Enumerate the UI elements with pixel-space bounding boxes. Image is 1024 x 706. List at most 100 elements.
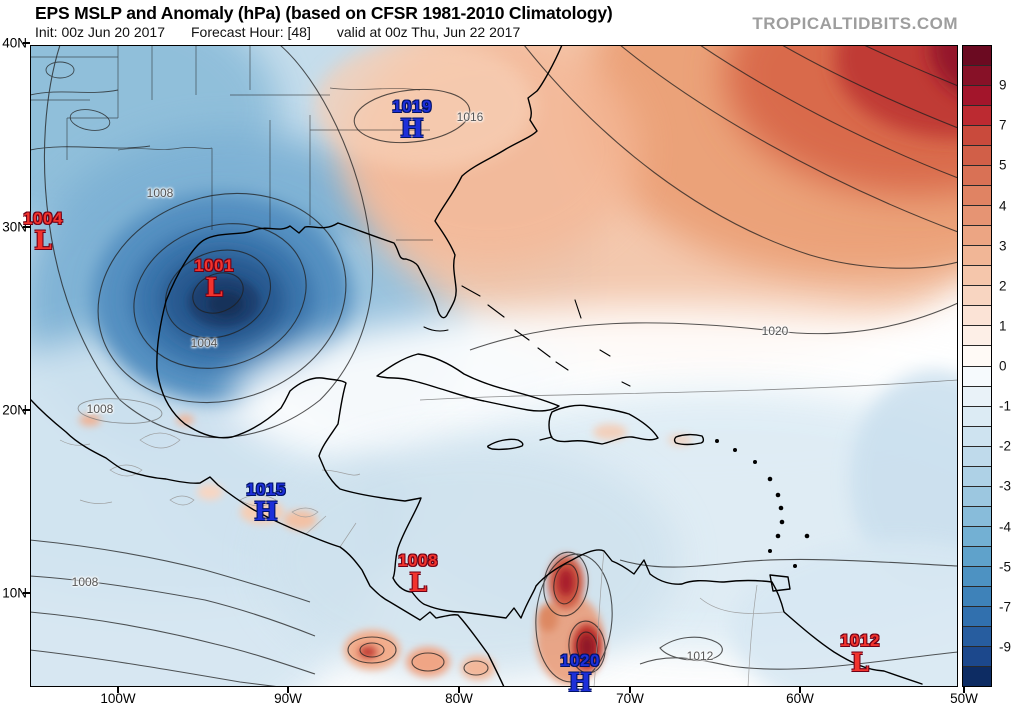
lat-tick-label: 20N	[2, 402, 27, 418]
colorbar-tick-label: -9	[999, 639, 1012, 655]
lon-tick-mark	[799, 687, 801, 693]
colorbar-cell	[963, 185, 991, 206]
pressure-value: 1001	[194, 256, 234, 275]
pressure-center-high: 1020 H	[560, 652, 600, 695]
colorbar-cell	[963, 665, 991, 686]
pressure-value: 1019	[392, 97, 432, 116]
lon-tick-label: 100W	[100, 691, 136, 706]
colorbar-tick-label: 7	[999, 117, 1007, 133]
forecast-hour: Forecast Hour: [48]	[191, 24, 311, 40]
colorbar-tick-label: 3	[999, 238, 1007, 254]
contour-label: 1020	[761, 324, 789, 338]
colorbar-cell	[963, 105, 991, 126]
contour-label: 1008	[146, 186, 174, 200]
colorbar-tick-label: -3	[999, 478, 1012, 494]
pressure-letter: L	[34, 226, 52, 255]
colorbar-tick-label: 5	[999, 157, 1007, 173]
colorbar-cell	[963, 585, 991, 606]
pressure-letter: H	[400, 114, 424, 143]
lon-tick-label: 70W	[616, 691, 644, 706]
pressure-center-low: 1004 L	[23, 210, 63, 253]
init-time: Init: 00z Jun 20 2017	[35, 24, 165, 40]
lon-tick-mark	[117, 687, 119, 693]
lon-tick-label: 80W	[445, 691, 473, 706]
lon-tick-label: 90W	[274, 691, 302, 706]
colorbar-cell	[963, 565, 991, 586]
island-dots	[715, 439, 810, 568]
colorbar-cell	[963, 325, 991, 346]
pressure-letter: H	[568, 668, 592, 697]
pressure-value: 1015	[246, 480, 286, 499]
colorbar-cell	[963, 145, 991, 166]
lat-tick-label: 10N	[2, 585, 27, 601]
pressure-center-low: 1008 L	[398, 552, 438, 595]
colorbar-cell	[963, 245, 991, 266]
colorbar-cell	[963, 625, 991, 646]
pressure-value: 1004	[23, 209, 63, 228]
pressure-center-low: 1001 L	[194, 257, 234, 300]
colorbar-tick-label: -4	[999, 519, 1012, 534]
colorbar-cell	[963, 46, 991, 66]
colorbar-tick-label: 4	[999, 198, 1007, 213]
lat-tick-label: 30N	[2, 219, 27, 235]
pressure-letter: H	[254, 497, 278, 526]
colorbar-cell	[963, 165, 991, 186]
colorbar-tick-label: 0	[999, 358, 1007, 374]
contour-label: 1008	[71, 575, 99, 589]
colorbar-cell	[963, 545, 991, 566]
contour-lines	[30, 45, 958, 687]
lat-tick-mark	[23, 226, 30, 228]
lat-tick-mark	[23, 592, 30, 594]
colorbar-cell	[963, 205, 991, 226]
colorbar-tick-label: -7	[999, 599, 1012, 615]
page-subtitle: Init: 00z Jun 20 2017 Forecast Hour: [48]…	[35, 24, 546, 40]
colorbar-cell	[963, 485, 991, 506]
pressure-center-high: 1015 H	[246, 481, 286, 524]
colorbar-cell	[963, 285, 991, 306]
contour-label: 1016	[456, 110, 484, 124]
colorbar-cell	[963, 265, 991, 286]
colorbar-cell	[963, 505, 991, 526]
colorbar-cell	[963, 645, 991, 666]
colorbar-cell	[963, 465, 991, 486]
colorbar-tick-label: -5	[999, 559, 1012, 575]
watermark: TROPICALTIDBITS.COM	[752, 14, 958, 33]
colorbar-cell	[963, 365, 991, 386]
contour-label: 1008	[86, 402, 114, 416]
pressure-value: 1012	[840, 631, 880, 650]
lat-tick-mark	[23, 409, 30, 411]
colorbar-cell	[963, 65, 991, 86]
pressure-letter: L	[205, 273, 223, 302]
lat-tick-label: 40N	[2, 35, 27, 51]
colorbar-tick-label: 1	[999, 318, 1007, 334]
colorbar-cell	[963, 125, 991, 146]
pressure-value: 1020	[560, 651, 600, 670]
colorbar-cell	[963, 445, 991, 466]
colorbar-cell	[963, 345, 991, 366]
colorbar-tick-label: 2	[999, 278, 1007, 294]
colorbar-tick-label: -1	[999, 398, 1012, 414]
lon-tick-mark	[287, 687, 289, 693]
lon-tick-label: 50W	[950, 691, 978, 706]
minor-contours	[59, 432, 784, 687]
state-borders	[30, 45, 433, 241]
lat-tick-mark	[23, 42, 30, 44]
lon-tick-mark	[629, 687, 631, 693]
colorbar	[962, 45, 992, 687]
lon-tick-mark	[458, 687, 460, 693]
colorbar-cell	[963, 305, 991, 326]
colorbar-cell	[963, 405, 991, 426]
pressure-center-high: 1019 H	[392, 98, 432, 141]
pressure-letter: L	[851, 648, 869, 677]
colorbar-cell	[963, 525, 991, 546]
colorbar-cell	[963, 385, 991, 406]
coastlines	[30, 45, 923, 687]
pressure-letter: L	[409, 568, 427, 597]
colorbar-cell	[963, 425, 991, 446]
valid-time: valid at 00z Thu, Jun 22 2017	[336, 24, 521, 40]
colorbar-cell	[963, 605, 991, 626]
colorbar-tick-label: -2	[999, 438, 1012, 454]
